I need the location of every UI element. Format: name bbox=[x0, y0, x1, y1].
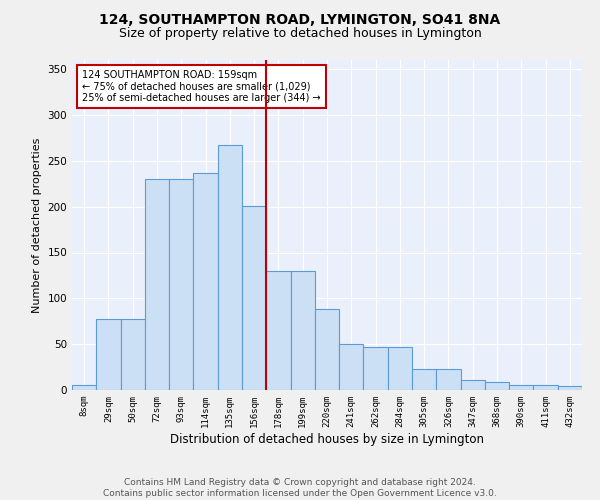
Text: Contains HM Land Registry data © Crown copyright and database right 2024.
Contai: Contains HM Land Registry data © Crown c… bbox=[103, 478, 497, 498]
Bar bbox=[388, 347, 412, 390]
Bar bbox=[290, 271, 315, 390]
Bar bbox=[412, 369, 436, 390]
Bar bbox=[461, 380, 485, 390]
Bar bbox=[96, 318, 121, 390]
Bar bbox=[436, 369, 461, 390]
Bar bbox=[218, 145, 242, 390]
Text: 124 SOUTHAMPTON ROAD: 159sqm
← 75% of detached houses are smaller (1,029)
25% of: 124 SOUTHAMPTON ROAD: 159sqm ← 75% of de… bbox=[82, 70, 321, 103]
Bar bbox=[558, 386, 582, 390]
Bar bbox=[145, 179, 169, 390]
Bar bbox=[193, 173, 218, 390]
Bar bbox=[315, 310, 339, 390]
X-axis label: Distribution of detached houses by size in Lymington: Distribution of detached houses by size … bbox=[170, 432, 484, 446]
Bar bbox=[169, 179, 193, 390]
Bar bbox=[121, 318, 145, 390]
Bar bbox=[509, 384, 533, 390]
Bar bbox=[533, 386, 558, 390]
Bar bbox=[485, 382, 509, 390]
Bar bbox=[72, 386, 96, 390]
Bar bbox=[242, 206, 266, 390]
Bar bbox=[364, 347, 388, 390]
Text: 124, SOUTHAMPTON ROAD, LYMINGTON, SO41 8NA: 124, SOUTHAMPTON ROAD, LYMINGTON, SO41 8… bbox=[100, 12, 500, 26]
Bar bbox=[339, 344, 364, 390]
Bar bbox=[266, 271, 290, 390]
Y-axis label: Number of detached properties: Number of detached properties bbox=[32, 138, 42, 312]
Text: Size of property relative to detached houses in Lymington: Size of property relative to detached ho… bbox=[119, 28, 481, 40]
